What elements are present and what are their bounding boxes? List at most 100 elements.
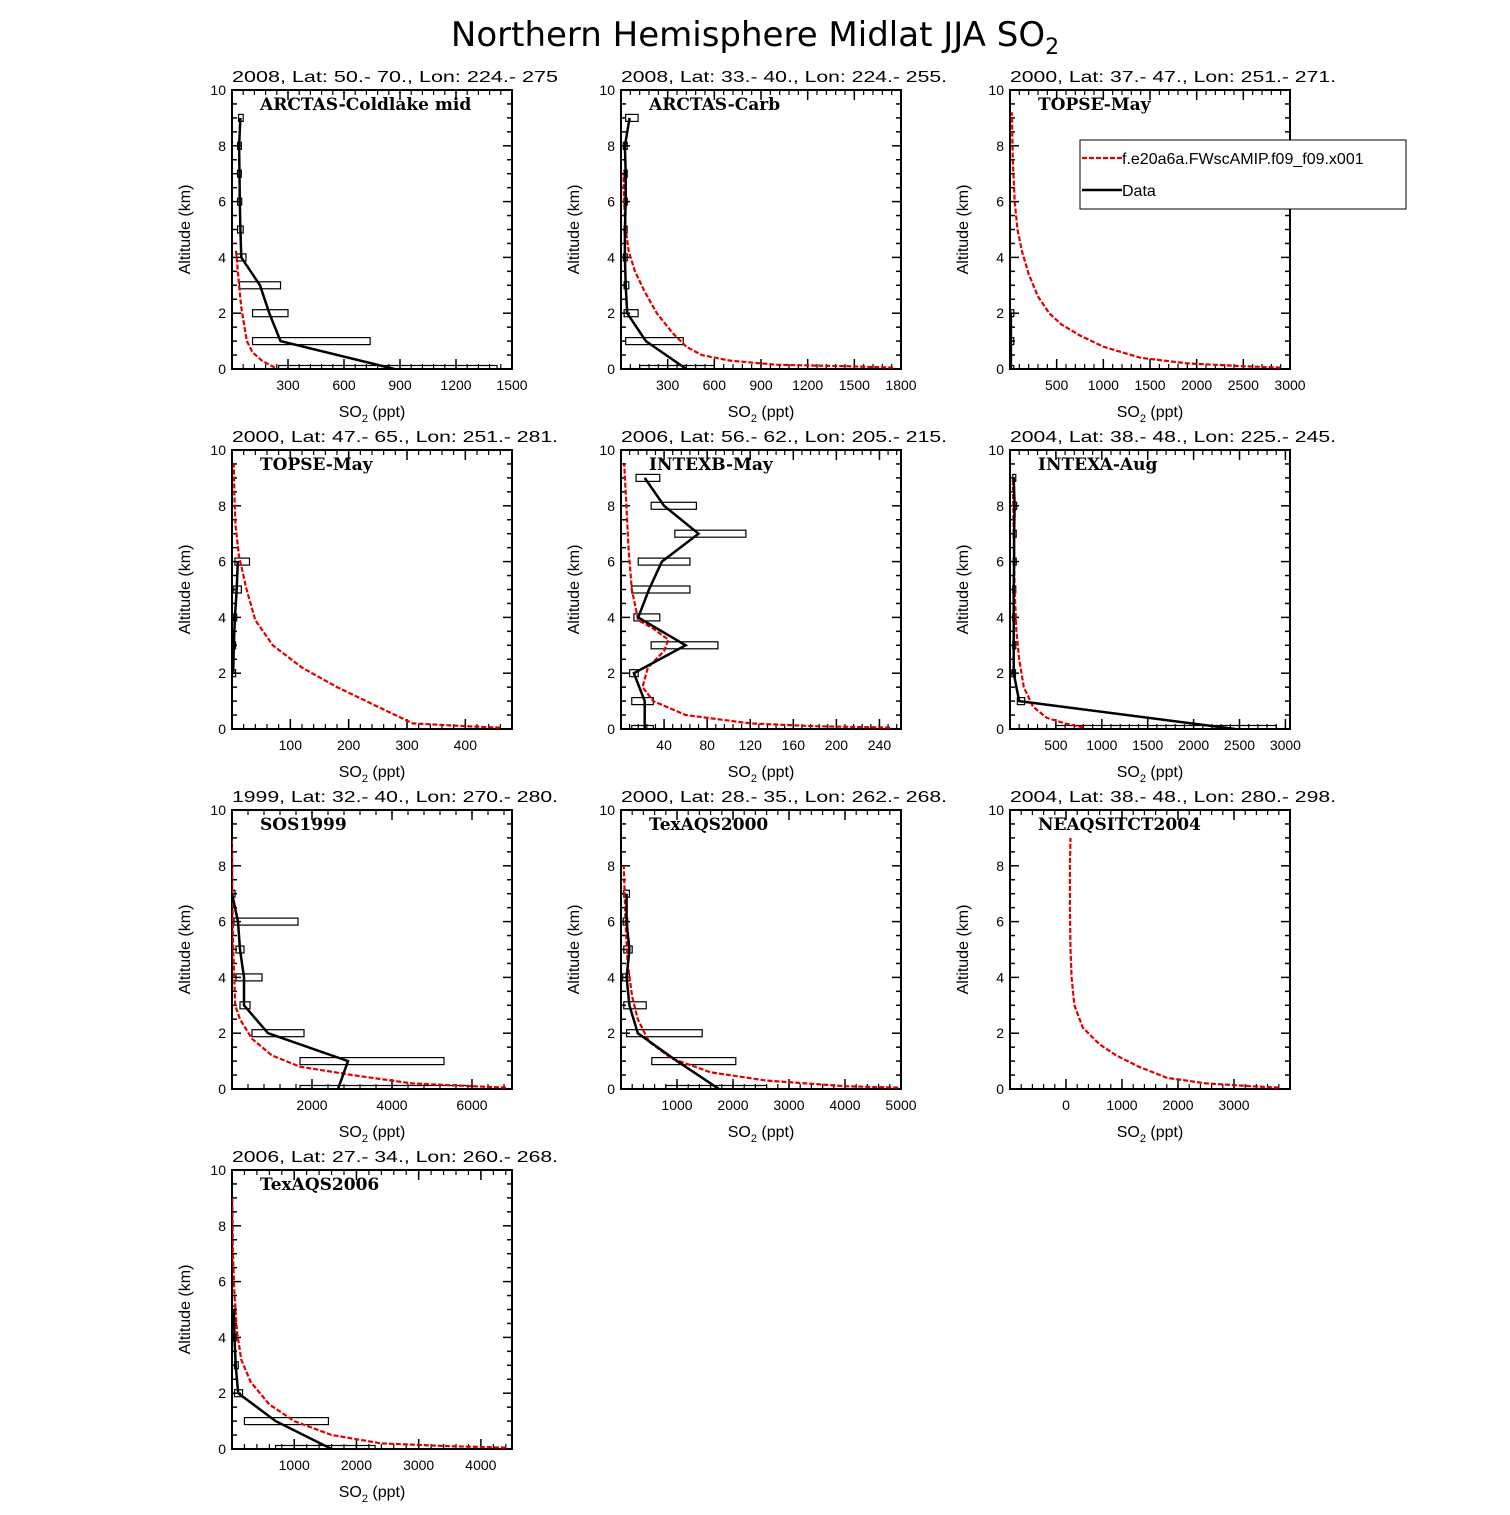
y-tick-label: 10 [599,82,615,98]
y-tick-label: 6 [607,194,615,210]
plot-area [1068,837,1279,1089]
x-axis-label: SO2 (ppt) [339,1484,406,1505]
plot-frame [620,449,902,730]
x-axis-label-unit: (ppt) [368,404,405,421]
panel-8: 2000, Lat: 28.- 35., Lon: 262.- 268. 0 2 4 6… [566,789,947,1145]
data-range-box [278,364,498,369]
y-tick-label: 4 [218,609,226,625]
y-tick-label: 8 [996,858,1004,874]
model-profile-line [1011,477,1084,729]
x-tick-label: 2000 [1162,1097,1193,1113]
x-axis-label: SO2 (ppt) [728,764,795,785]
x-axis-label-main: SO [1117,764,1140,781]
y-tick-label: 2 [996,305,1004,321]
x-axis-label-sub: 2 [1140,1133,1146,1145]
y-tick-label: 10 [599,802,615,818]
y-tick-label: 6 [607,554,615,570]
x-tick-label: 5000 [885,1097,916,1113]
y-tick-label: 10 [988,802,1004,818]
x-tick-label: 1200 [792,377,823,393]
y-axis-label: Altitude (km) [177,545,194,635]
x-axis-label-sub: 2 [751,773,757,785]
data-range-box [650,501,697,510]
x-tick-label: 2000 [1178,737,1209,753]
x-tick-label: 240 [868,737,892,753]
x-tick-label: 600 [332,377,356,393]
x-tick-label: 400 [454,737,478,753]
x-tick-label: 300 [656,377,680,393]
data-range-box [625,337,684,346]
model-profile-line [232,1197,506,1449]
model-profile-line [234,248,276,369]
panel-10: 2006, Lat: 27.- 34., Lon: 260.- 268. 0 2 4 6… [177,1149,558,1505]
plot-frame [231,449,513,730]
y-tick-label: 4 [996,249,1004,265]
y-tick-label: 2 [218,1385,226,1401]
data-range-box [299,1056,445,1066]
x-tick-label: 900 [749,377,773,393]
plot-area [1010,112,1281,369]
data-profile-line [232,561,240,674]
panel-title: 2006, Lat: 56.- 62., Lon: 205.- 215. [621,429,947,446]
y-tick-label: 8 [607,498,615,514]
x-axis-label-sub: 2 [362,1493,368,1505]
x-axis-label: SO2 (ppt) [339,404,406,425]
y-tick-label: 6 [218,914,226,930]
x-tick-label: 1000 [1088,377,1119,393]
panel-4: 2000, Lat: 47.- 65., Lon: 251.- 281. 0 2 4 6… [177,429,558,785]
plot-frame [620,89,902,370]
data-range-box [639,364,715,369]
x-axis-label: SO2 (ppt) [1117,1124,1184,1145]
y-tick-label: 4 [996,969,1004,985]
y-axis-label: Altitude (km) [177,1265,194,1355]
x-axis-label-unit: (ppt) [368,1124,405,1141]
data-profile-line [623,117,688,369]
data-range-box [299,1084,469,1089]
panel-title: 2008, Lat: 33.- 40., Lon: 224.- 255. [621,69,947,86]
x-axis-label-unit: (ppt) [368,764,405,781]
x-tick-label: 1500 [839,377,870,393]
x-tick-label: 80 [699,737,715,753]
x-axis-label-unit: (ppt) [368,1484,405,1501]
data-range-box [637,557,691,566]
x-axis-label: SO2 (ppt) [728,1124,795,1145]
x-tick-label: 4000 [829,1097,860,1113]
x-axis-label-unit: (ppt) [1146,1124,1183,1141]
y-axis-label: Altitude (km) [566,185,583,275]
y-tick-label: 4 [607,609,615,625]
y-tick-label: 6 [996,194,1004,210]
y-tick-label: 10 [988,442,1004,458]
model-profile-line [232,837,507,1089]
x-axis-label-sub: 2 [751,413,757,425]
panel-title: 2000, Lat: 37.- 47., Lon: 251.- 271. [1010,69,1336,86]
plot-frame [1009,809,1291,1090]
x-axis-label-main: SO [728,1124,751,1141]
model-profile-line [622,865,899,1089]
x-axis-label-unit: (ppt) [1146,764,1183,781]
campaign-name: TexAQS2006 [260,1175,379,1195]
y-tick-label: 8 [996,498,1004,514]
y-tick-label: 6 [218,194,226,210]
y-tick-label: 4 [607,249,615,265]
y-tick-label: 8 [218,1218,226,1234]
panel-5: 2006, Lat: 56.- 62., Lon: 205.- 215. 0 2 4 6… [566,429,947,785]
y-tick-label: 2 [607,305,615,321]
data-range-box [631,724,654,729]
x-axis-label-sub: 2 [362,413,368,425]
y-tick-label: 10 [599,442,615,458]
y-tick-label: 10 [988,82,1004,98]
data-range-box [650,641,719,650]
x-axis-label-sub: 2 [751,1133,757,1145]
model-profile-line [232,463,501,729]
figure-title: Northern Hemisphere Midlat JJA SO2 [451,15,1059,60]
x-tick-label: 40 [656,737,672,753]
x-axis-label-main: SO [339,404,362,421]
x-tick-label: 160 [782,737,806,753]
data-range-box [633,613,661,622]
x-tick-label: 4000 [376,1097,407,1113]
model-profile-line [622,173,894,369]
x-tick-label: 1000 [1086,737,1117,753]
y-axis-label: Altitude (km) [955,905,972,995]
model-profile-line [623,463,891,729]
y-tick-label: 6 [996,914,1004,930]
